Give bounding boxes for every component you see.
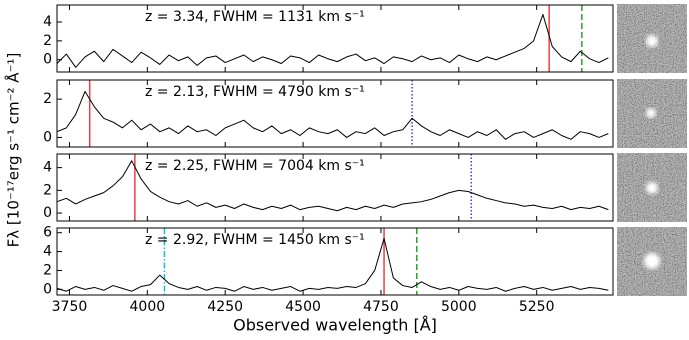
x-axis-label: Observed wavelength [Å] <box>233 316 437 335</box>
x-tick-label: 4750 <box>363 299 399 315</box>
thumbnails <box>617 4 687 296</box>
spectrum-line <box>56 237 609 292</box>
annotation: z = 2.13, FWHM = 4790 km s⁻¹ <box>145 84 365 100</box>
y-tick-label: 0 <box>43 281 52 297</box>
y-tick-label: 0 <box>43 129 52 145</box>
thumbnail <box>617 4 687 73</box>
panel-frame <box>56 153 614 222</box>
annotation: z = 2.92, FWHM = 1450 km s⁻¹ <box>145 232 365 248</box>
x-tick-label: 3750 <box>52 299 88 315</box>
y-tick-label: 2 <box>43 182 52 198</box>
panel-frame <box>56 79 614 148</box>
thumbnail <box>617 153 687 222</box>
y-tick-label: 4 <box>43 14 52 30</box>
x-tick-label: 5250 <box>519 299 555 315</box>
y-tick-label: 2 <box>43 91 52 107</box>
annotation: z = 2.25, FWHM = 7004 km s⁻¹ <box>145 158 365 174</box>
thumbnail <box>617 79 687 148</box>
x-tick-label: 4000 <box>130 299 166 315</box>
thumbnail <box>617 227 687 296</box>
y-tick-label: 4 <box>43 160 52 176</box>
annotation: z = 3.34, FWHM = 1131 km s⁻¹ <box>145 9 365 25</box>
y-axis-label: Fλ [10⁻¹⁷erg s⁻¹ cm⁻² Å⁻¹] <box>4 53 23 248</box>
x-tick-label: 4500 <box>285 299 321 315</box>
y-tick-label: 0 <box>43 52 52 68</box>
x-tick-label: 5000 <box>441 299 477 315</box>
y-tick-label: 2 <box>43 33 52 49</box>
panel-frame <box>56 227 614 296</box>
spectrum-line <box>56 90 609 140</box>
spectrum-line <box>56 13 609 68</box>
y-tick-label: 2 <box>43 262 52 278</box>
y-tick-label: 0 <box>43 205 52 221</box>
x-tick-label: 4250 <box>207 299 243 315</box>
y-tick-label: 6 <box>43 225 52 241</box>
y-tick-label: 4 <box>43 244 52 260</box>
spectrum-line <box>56 160 609 212</box>
panel-frame <box>56 4 614 73</box>
